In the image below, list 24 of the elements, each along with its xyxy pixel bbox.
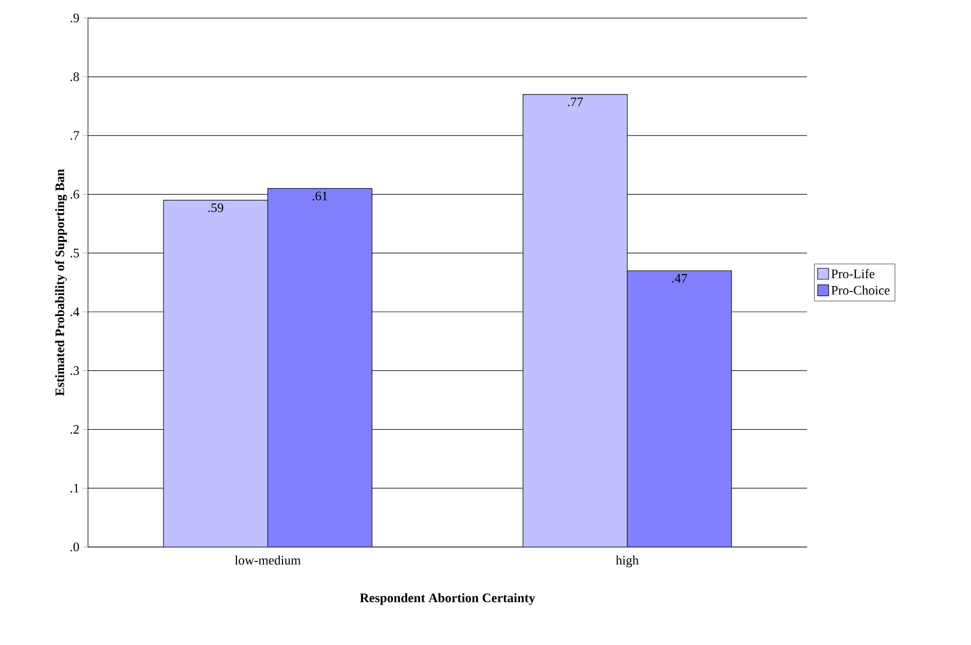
y-axis-title: Estimated Probability of Supporting Ban <box>54 169 67 396</box>
y-tick-label: .0 <box>70 542 79 552</box>
x-tick-label: low-medium <box>234 556 301 565</box>
data-label: .61 <box>312 192 328 200</box>
y-tick-label: .7 <box>70 131 80 140</box>
y-tick-label: .2 <box>70 425 79 434</box>
bar <box>267 188 372 547</box>
y-tick-label: .1 <box>70 484 79 493</box>
y-tick-label: .5 <box>70 248 79 258</box>
y-tick-label: .8 <box>70 72 79 82</box>
legend-label: Pro-Life <box>831 268 874 278</box>
bar <box>522 94 628 547</box>
y-tick-label: .3 <box>70 366 79 376</box>
y-tick-label: .4 <box>70 308 80 316</box>
data-label: .47 <box>672 274 688 283</box>
data-label: .59 <box>208 203 224 212</box>
x-tick-label: high <box>616 556 639 568</box>
bar <box>163 200 268 547</box>
data-label: .77 <box>568 98 583 106</box>
legend-label: Pro-Choice <box>831 286 890 295</box>
bar <box>626 270 732 547</box>
y-tick-label: .6 <box>70 190 80 199</box>
y-tick-label: .9 <box>70 14 79 22</box>
x-axis-title: Respondent Abortion Certainty <box>360 593 536 605</box>
